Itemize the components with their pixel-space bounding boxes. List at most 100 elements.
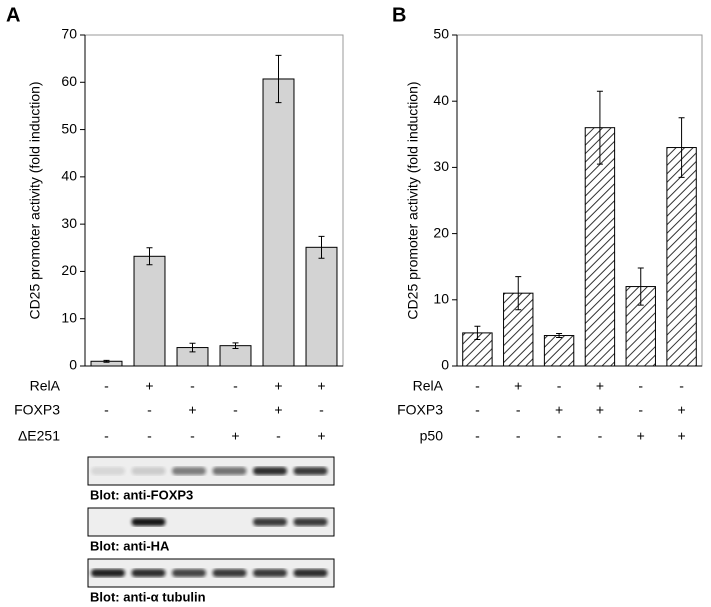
condition-sign: -: [276, 428, 281, 444]
condition-sign: -: [638, 378, 643, 394]
blot-image: [87, 456, 335, 486]
blot-label: Blot: anti-HA: [90, 538, 170, 553]
bar: [305, 246, 338, 367]
error-bar: [556, 333, 563, 339]
condition-sign: +: [637, 428, 645, 444]
condition-sign: -: [638, 402, 643, 418]
blot-band: [253, 569, 287, 577]
condition-sign: -: [557, 428, 562, 444]
error-bar: [146, 247, 153, 266]
bar: [584, 127, 616, 367]
condition-sign: +: [317, 428, 325, 444]
y-tick-label: 20: [61, 262, 77, 278]
y-tick-label: 40: [433, 92, 449, 108]
condition-sign: +: [145, 378, 153, 394]
condition-sign: -: [516, 402, 521, 418]
condition-sign: -: [190, 428, 195, 444]
condition-label: RelA: [413, 378, 444, 394]
condition-sign: -: [147, 428, 152, 444]
error-bar: [232, 342, 239, 350]
blot-band: [91, 467, 125, 475]
y-tick-label: 60: [61, 73, 77, 89]
condition-sign: -: [104, 428, 109, 444]
blot-image: [87, 558, 335, 588]
condition-label: p50: [420, 428, 444, 444]
y-tick-label: 0: [69, 357, 77, 373]
condition-sign: +: [231, 428, 239, 444]
error-bar: [103, 359, 110, 363]
blot-band: [293, 569, 328, 577]
bar: [543, 335, 575, 367]
y-tick-label: 10: [433, 291, 449, 307]
condition-label: RelA: [30, 378, 61, 394]
condition-sign: +: [317, 378, 325, 394]
condition-sign: -: [319, 402, 324, 418]
blot-band: [131, 467, 166, 475]
panel-label: A: [6, 4, 20, 26]
y-tick-label: 50: [61, 120, 77, 136]
blot-label: Blot: anti-FOXP3: [90, 487, 193, 502]
y-tick-label: 0: [441, 357, 449, 373]
blot-band: [172, 467, 206, 475]
blot-band: [131, 569, 166, 577]
blot-image: [87, 507, 335, 537]
condition-label: FOXP3: [14, 402, 60, 418]
error-bar: [474, 325, 481, 341]
bar: [262, 78, 295, 367]
y-tick-label: 40: [61, 168, 77, 184]
condition-sign: -: [104, 402, 109, 418]
bar: [666, 147, 697, 367]
blot-band: [91, 569, 125, 577]
condition-sign: -: [516, 428, 521, 444]
error-bar: [275, 54, 282, 104]
condition-sign: -: [557, 378, 562, 394]
y-tick-label: 50: [433, 26, 449, 42]
condition-sign: -: [147, 402, 152, 418]
error-bar: [515, 276, 522, 311]
error-bar: [318, 235, 325, 259]
condition-sign: -: [475, 378, 480, 394]
error-bar: [678, 117, 685, 178]
blot-band: [293, 467, 328, 475]
condition-sign: +: [514, 378, 522, 394]
error-bar: [189, 342, 196, 353]
condition-sign: -: [475, 428, 480, 444]
bar: [133, 255, 166, 367]
error-bar: [596, 90, 603, 165]
blot-band: [293, 518, 328, 526]
y-tick-label: 30: [61, 215, 77, 231]
blot-band: [212, 569, 247, 577]
plot-frame: [456, 34, 703, 367]
plot-frame: [84, 34, 344, 367]
condition-sign: +: [274, 378, 282, 394]
condition-sign: +: [677, 402, 685, 418]
blot-band: [253, 518, 287, 526]
y-tick-label: 10: [61, 309, 77, 325]
condition-sign: +: [596, 402, 604, 418]
blot-band: [172, 569, 206, 577]
condition-label: FOXP3: [397, 402, 443, 418]
condition-sign: -: [475, 402, 480, 418]
y-tick-label: 30: [433, 158, 449, 174]
blot-band: [212, 467, 247, 475]
condition-sign: -: [104, 378, 109, 394]
blot-band: [131, 518, 166, 526]
error-bar: [637, 267, 644, 306]
condition-sign: -: [190, 378, 195, 394]
condition-sign: +: [596, 378, 604, 394]
condition-sign: -: [233, 402, 238, 418]
y-axis-label: CD25 promoter activity (fold induction): [405, 81, 421, 319]
condition-sign: +: [188, 402, 196, 418]
y-axis-label: CD25 promoter activity (fold induction): [27, 81, 43, 319]
panel-label: B: [392, 4, 406, 26]
y-tick-label: 70: [61, 26, 77, 42]
condition-sign: -: [233, 378, 238, 394]
blot-label: Blot: anti-α tubulin: [90, 589, 206, 604]
condition-sign: +: [677, 428, 685, 444]
blot-band: [253, 467, 287, 475]
condition-label: ΔE251: [18, 428, 60, 444]
condition-sign: -: [598, 428, 603, 444]
condition-sign: +: [555, 402, 563, 418]
y-tick-label: 20: [433, 224, 449, 240]
